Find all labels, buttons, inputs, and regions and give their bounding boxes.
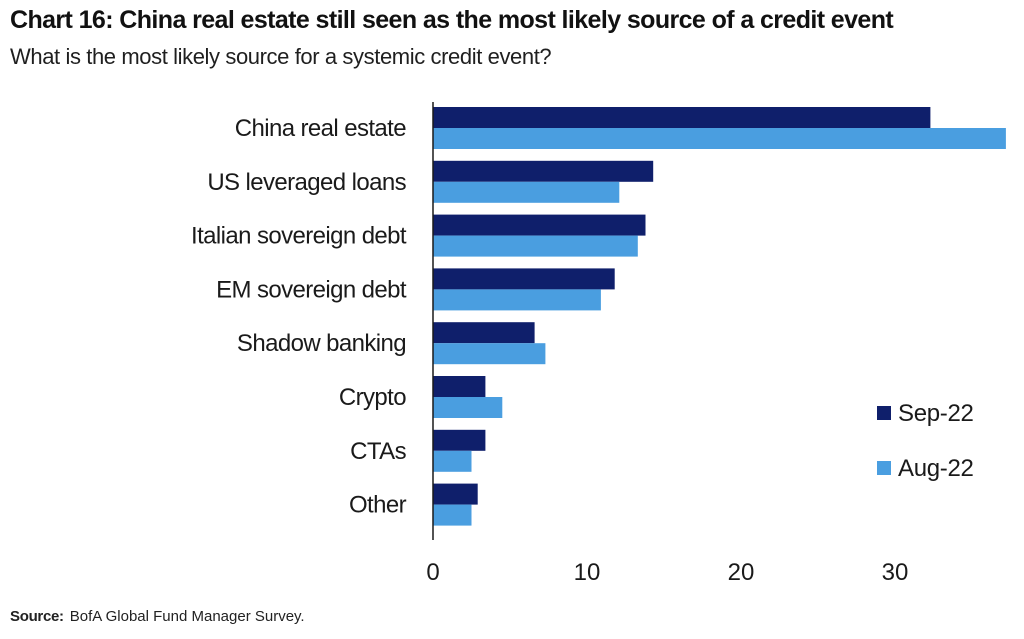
category-label: Other [349,492,407,519]
chart-subtitle: What is the most likely source for a sys… [10,44,552,69]
bar-chart: China real estate US leveraged loans Itali… [191,102,1006,586]
category-label: Italian sovereign debt [191,223,407,250]
legend-label-aug22: Aug-22 [898,455,974,482]
bar-aug22-1 [433,181,620,203]
bar-sep22-6 [433,429,486,451]
legend-swatch-sep22 [877,406,891,420]
x-tick-label: 10 [574,559,601,586]
source-text: BofA Global Fund Manager Survey. [69,608,305,625]
category-label: EM sovereign debt [216,276,407,303]
bar-aug22-0 [433,128,1006,149]
category-label: China real estate [235,115,406,142]
bar-sep22-4 [433,322,535,344]
bar-sep22-1 [433,160,654,182]
bar-sep22-3 [433,268,615,290]
chart-title: Chart 16: China real estate still seen a… [10,6,894,34]
bar-sep22-2 [433,214,646,236]
bar-sep22-0 [433,107,931,128]
bar-aug22-7 [433,504,472,526]
category-label: CTAs [350,438,406,465]
bar-aug22-3 [433,289,601,311]
category-label: US leveraged loans [207,169,406,196]
source-note: Source: BofA Global Fund Manager Survey. [10,608,305,625]
category-label: Shadow banking [237,330,406,357]
x-tick-label: 0 [426,559,439,586]
legend-label-sep22: Sep-22 [898,400,974,427]
x-tick-label: 30 [882,559,909,586]
bar-aug22-5 [433,397,503,418]
legend-swatch-aug22 [877,461,891,475]
x-tick-label: 20 [728,559,755,586]
bar-aug22-6 [433,450,472,472]
bar-sep22-5 [433,376,486,397]
bar-aug22-4 [433,343,546,365]
bar-sep22-7 [433,483,478,505]
bar-aug22-2 [433,235,638,257]
source-label: Source: [10,608,64,625]
category-label: Crypto [339,384,406,411]
